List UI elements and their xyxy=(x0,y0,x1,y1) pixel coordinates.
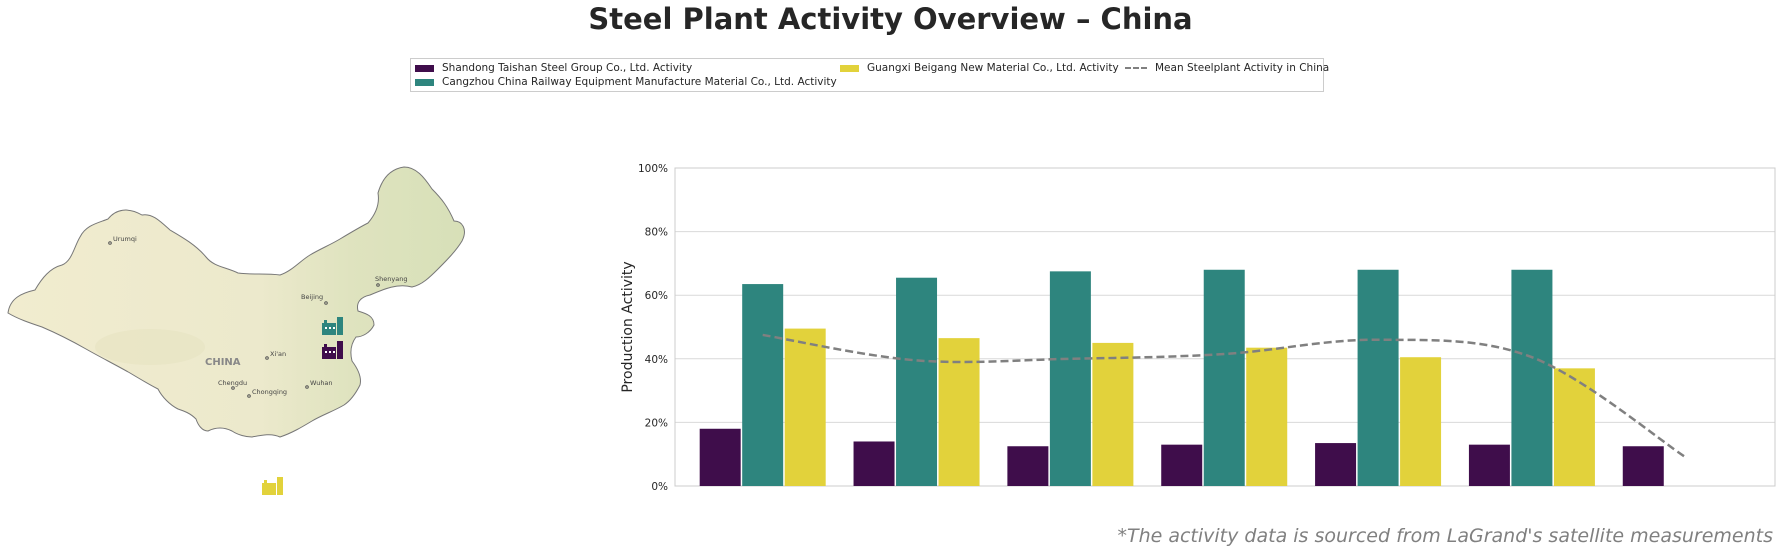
bar-series1 xyxy=(1161,444,1203,486)
marker-guangxi-factory-icon xyxy=(262,477,283,495)
chart-legend: Shandong Taishan Steel Group Co., Ltd. A… xyxy=(410,58,1329,92)
map-plateau-shading xyxy=(95,329,205,365)
map-country-label: CHINA xyxy=(205,357,241,368)
bar-chart: 0%20%40%60%80%100%Production Activity202… xyxy=(620,163,1776,490)
legend-swatch-mean xyxy=(1125,67,1147,69)
y-tick-label: 100% xyxy=(638,163,668,175)
bar-series1 xyxy=(1622,446,1664,486)
city-shenyang: Shenyang xyxy=(375,275,407,283)
china-map: Urumqi Beijing Shenyang Xi'an Chengdu Ch… xyxy=(0,165,470,495)
legend-swatch-cangzhou xyxy=(415,78,434,86)
city-wuhan: Wuhan xyxy=(310,379,333,387)
legend-swatch-guangxi xyxy=(840,64,859,72)
bar-series2 xyxy=(896,277,938,486)
y-tick-label: 60% xyxy=(645,290,668,302)
y-axis-label: Production Activity xyxy=(620,261,636,392)
legend-label-guangxi: Guangxi Beigang New Material Co., Ltd. A… xyxy=(867,62,1119,74)
china-map-svg: Urumqi Beijing Shenyang Xi'an Chengdu Ch… xyxy=(7,166,465,495)
legend-label-shandong: Shandong Taishan Steel Group Co., Ltd. A… xyxy=(442,62,693,74)
legend-item-shandong: Shandong Taishan Steel Group Co., Ltd. A… xyxy=(415,62,692,74)
y-tick-label: 20% xyxy=(645,417,668,429)
y-tick-label: 80% xyxy=(645,227,668,239)
bar-series2 xyxy=(1049,271,1091,486)
bar-series3 xyxy=(1553,368,1595,486)
bar-series3 xyxy=(1400,357,1442,486)
mean-activity-line xyxy=(762,333,1687,459)
legend-swatch-shandong xyxy=(415,64,434,72)
bar-series3 xyxy=(938,338,980,486)
marker-cangzhou-factory-icon xyxy=(322,317,343,335)
legend-item-guangxi: Guangxi Beigang New Material Co., Ltd. A… xyxy=(840,62,1119,74)
bar-series2 xyxy=(1203,269,1245,486)
bar-series3 xyxy=(784,328,826,486)
bar-series2 xyxy=(742,284,784,486)
city-chongqing: Chongqing xyxy=(252,388,287,396)
bar-series1 xyxy=(1007,446,1049,486)
bar-series3 xyxy=(1092,342,1134,486)
bar-series1 xyxy=(1315,443,1357,486)
city-chengdu: Chengdu xyxy=(218,379,247,387)
bar-series1 xyxy=(699,428,741,486)
legend-item-mean: Mean Steelplant Activity in China xyxy=(1125,62,1329,74)
bar-series2 xyxy=(1511,269,1553,486)
y-tick-label: 40% xyxy=(645,354,668,366)
chart-title: Steel Plant Activity Overview – China xyxy=(588,2,1193,36)
bar-series1 xyxy=(1468,444,1510,486)
china-outline xyxy=(7,166,465,438)
footnote: *The activity data is sourced from LaGra… xyxy=(1117,525,1773,547)
bar-series2 xyxy=(1357,269,1399,486)
legend-item-cangzhou: Cangzhou China Railway Equipment Manufac… xyxy=(415,76,837,88)
bar-series1 xyxy=(853,441,895,486)
city-xian: Xi'an xyxy=(270,350,286,358)
legend-label-mean: Mean Steelplant Activity in China xyxy=(1155,62,1330,74)
city-beijing: Beijing xyxy=(301,293,323,301)
marker-shandong-factory-icon xyxy=(322,341,343,359)
y-tick-label: 0% xyxy=(651,481,668,490)
legend-label-cangzhou: Cangzhou China Railway Equipment Manufac… xyxy=(442,76,837,88)
bar-series3 xyxy=(1246,347,1288,486)
city-urumqi: Urumqi xyxy=(113,235,137,243)
